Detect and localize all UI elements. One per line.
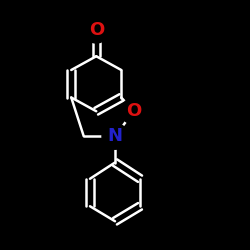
Circle shape bbox=[121, 98, 147, 124]
Text: O: O bbox=[88, 21, 104, 39]
Text: O: O bbox=[126, 102, 142, 120]
Circle shape bbox=[83, 17, 109, 43]
Circle shape bbox=[102, 123, 128, 149]
Text: N: N bbox=[108, 127, 122, 145]
